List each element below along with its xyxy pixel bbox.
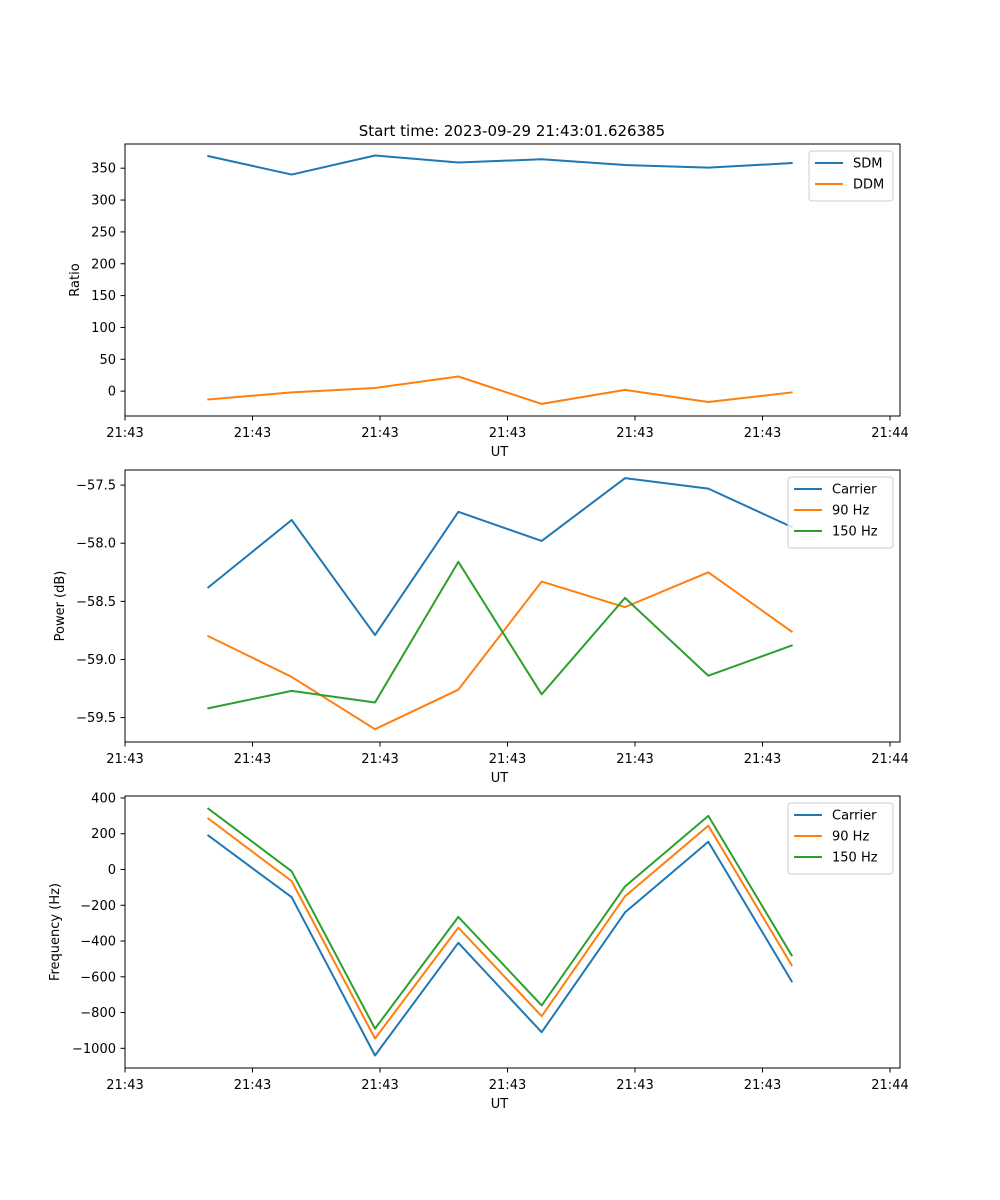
x-tick-label: 21:43 (489, 752, 526, 767)
x-tick-label: 21:43 (744, 752, 781, 767)
legend-label: 90 Hz (832, 504, 869, 519)
y-axis-label: Frequency (Hz) (48, 883, 63, 981)
legend-label: SDM (853, 157, 882, 172)
y-tick-label: 300 (91, 194, 116, 209)
y-tick-label: 250 (91, 225, 116, 240)
x-tick-label: 21:43 (744, 1078, 781, 1093)
x-tick-label: 21:44 (871, 426, 908, 441)
chart-panel-1: 21:43 21:43 21:43 21:43 21:43 21:43 21:44 0 50 10… (68, 143, 909, 460)
chart-panel-3: 21:43 21:43 21:43 21:43 21:43 21:43 21:44 −1000… (48, 791, 909, 1112)
y-tick-label: −800 (80, 1006, 116, 1021)
x-tick-label: 21:43 (489, 1078, 526, 1093)
y-tick-label: 0 (108, 863, 116, 878)
y-axis-label: Ratio (68, 263, 83, 296)
x-tick-label: 21:43 (744, 426, 781, 441)
x-tick-label: 21:43 (489, 426, 526, 441)
y-tick-label: 350 (91, 162, 116, 177)
series-line-90-hz (206, 571, 794, 731)
x-tick-label: 21:44 (871, 752, 908, 767)
series-line-150-hz (207, 560, 793, 710)
legend-label: Carrier (832, 809, 877, 824)
chart-panels: 21:43 21:43 21:43 21:43 21:43 21:43 21:44 0 50 10… (48, 143, 909, 1112)
x-tick-label: 21:43 (361, 426, 398, 441)
x-tick-label: 21:43 (616, 426, 653, 441)
figure-title: Start time: 2023-09-29 21:43:01.626385 (359, 122, 665, 140)
legend-label: 90 Hz (832, 830, 869, 845)
y-tick-label: 50 (99, 353, 116, 368)
x-axis-label: UT (491, 445, 509, 460)
y-tick-label: −1000 (72, 1042, 116, 1057)
x-axis-label: UT (491, 1097, 509, 1112)
y-tick-label: −57.5 (76, 479, 116, 494)
series-line-ddm (207, 375, 793, 405)
y-tick-label: −58.0 (76, 537, 116, 552)
y-tick-label: 150 (91, 289, 116, 304)
x-tick-label: 21:43 (234, 426, 271, 441)
x-tick-label: 21:43 (106, 1078, 143, 1093)
series-line-90-hz (206, 817, 794, 1040)
y-axis-label: Power (dB) (53, 571, 68, 642)
y-tick-label: −600 (80, 970, 116, 985)
y-tick-label: −59.0 (76, 653, 116, 668)
x-tick-label: 21:43 (616, 1078, 653, 1093)
x-tick-label: 21:43 (106, 752, 143, 767)
axes-frame (124, 469, 901, 743)
series-line-150-hz (206, 807, 794, 1030)
series-line-carrier (206, 477, 793, 637)
y-tick-label: −58.5 (76, 595, 116, 610)
y-tick-label: 200 (91, 257, 116, 272)
x-tick-label: 21:43 (616, 752, 653, 767)
chart-panel-2: 21:43 21:43 21:43 21:43 21:43 21:43 21:44 −59.5… (53, 469, 909, 786)
legend-label: Carrier (832, 483, 877, 498)
y-tick-label: 0 (108, 385, 116, 400)
y-tick-label: −400 (80, 935, 116, 950)
legend: SDM DDM (808, 150, 894, 202)
legend-label: 150 Hz (832, 851, 878, 866)
legend-label: 150 Hz (832, 525, 878, 540)
x-axis-label: UT (491, 771, 509, 786)
y-tick-label: 400 (91, 791, 116, 806)
x-tick-label: 21:43 (361, 752, 398, 767)
axes-frame (124, 143, 901, 417)
y-tick-label: 200 (91, 827, 116, 842)
legend: Carrier 90 Hz 150 Hz (787, 476, 894, 549)
series-line-carrier (206, 834, 794, 1057)
y-tick-label: −200 (80, 899, 116, 914)
series-line-sdm (207, 154, 793, 176)
x-tick-label: 21:44 (871, 1078, 908, 1093)
legend-label: DDM (853, 178, 884, 193)
y-tick-label: 100 (91, 321, 116, 336)
axes-frame (124, 795, 901, 1069)
legend: Carrier 90 Hz 150 Hz (787, 802, 894, 875)
x-tick-label: 21:43 (234, 1078, 271, 1093)
y-tick-label: −59.5 (76, 711, 116, 726)
x-tick-label: 21:43 (234, 752, 271, 767)
x-tick-label: 21:43 (106, 426, 143, 441)
x-tick-label: 21:43 (361, 1078, 398, 1093)
